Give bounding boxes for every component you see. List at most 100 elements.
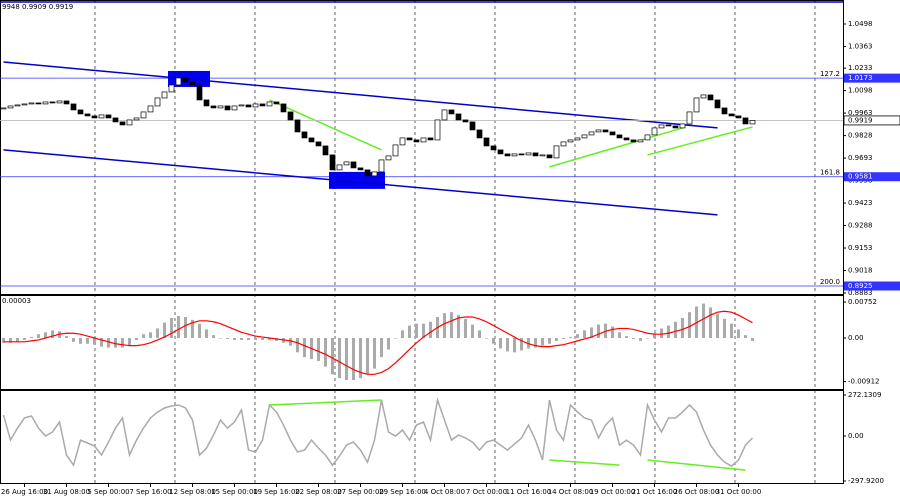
candle [749,120,756,125]
macd-bar [464,318,467,339]
macd-bar [422,323,425,339]
macd-bar [261,338,264,340]
macd-bar [730,323,733,339]
macd-bar [352,338,355,381]
macd-bar [520,338,523,351]
candle [91,115,98,119]
cci-panel [0,390,844,484]
macd-bar [121,338,124,348]
candle [266,101,273,107]
macd-bar [289,338,292,346]
candle [273,101,280,105]
macd-bar [114,338,117,348]
macd-bar [653,333,656,339]
candle [189,81,196,86]
candle [679,123,686,129]
candle [7,105,14,109]
macd-bar [79,338,82,344]
candle [686,111,693,125]
macd-bar [135,338,138,340]
candle [98,114,105,119]
candle [350,161,357,169]
candle [175,77,182,86]
candle [196,84,203,101]
candle [133,117,140,121]
candle [553,145,560,159]
y-tick-label: 0.00752 [848,298,877,306]
candle [658,124,665,129]
macd-bar [219,338,222,339]
macd-bar [632,338,635,339]
macd-bar [401,330,404,339]
y-tick-label: 0.00 [848,432,864,440]
candle [511,153,518,157]
macd-bar [16,338,19,342]
x-tick-label: 29 Sep 16:00 [379,488,426,496]
macd-bar [212,335,215,339]
candle [126,119,133,126]
y-tick-label: 1.0098 [848,87,873,95]
macd-bar [387,338,390,350]
candle [469,121,476,131]
macd-bar [499,338,502,349]
candle [77,109,84,115]
candle [581,134,588,139]
macd-bar [170,317,173,339]
candle [560,141,567,147]
candle [210,105,217,109]
macd-bar [324,338,327,367]
candle [154,97,161,107]
macd-bar [492,338,495,344]
macd-bar [345,338,348,381]
macd-bar [86,338,89,344]
level-box [844,281,900,291]
trendline [647,126,753,156]
macd-bar [639,338,642,341]
candle [49,101,56,104]
trendline [549,127,683,168]
macd-bar [429,321,432,339]
candle [0,107,7,110]
candle [336,164,343,171]
candle [14,104,21,107]
trendline [3,149,718,216]
candle [378,159,385,173]
cci-line [2,397,754,467]
candle [84,113,91,117]
x-tick-label: 7 Sep 16:00 [129,488,171,496]
y-tick-label: -297.9200 [848,477,884,485]
y-tick-label: 0.9828 [848,132,873,140]
candle [567,139,574,143]
macd-bar [163,322,166,339]
macd-bar [457,315,460,339]
macd-bar [37,334,40,339]
macd-bar [513,338,516,353]
candle [329,154,336,171]
macd-bar [744,335,747,339]
candle [490,145,497,151]
macd-bar [226,338,229,339]
macd-bar [590,327,593,339]
x-tick-label: 19 Sep 16:00 [253,488,300,496]
x-tick-label: 22 Sep 08:00 [295,488,342,496]
candle [742,117,749,125]
fib-label: 161.8 [820,169,840,177]
candle [413,139,420,143]
candle [609,131,616,136]
macd-bar [331,338,334,375]
macd-bar [723,318,726,339]
macd-bar [618,332,621,339]
candle [721,107,728,115]
candle [462,119,469,123]
candle [217,105,224,109]
macd-bar [254,338,257,340]
macd-bar [702,303,705,339]
candle [315,141,322,147]
candle [294,119,301,133]
macd-bar [751,338,754,341]
candle [63,100,70,105]
y-tick-label: 1.0363 [848,42,873,50]
zone [329,171,385,189]
